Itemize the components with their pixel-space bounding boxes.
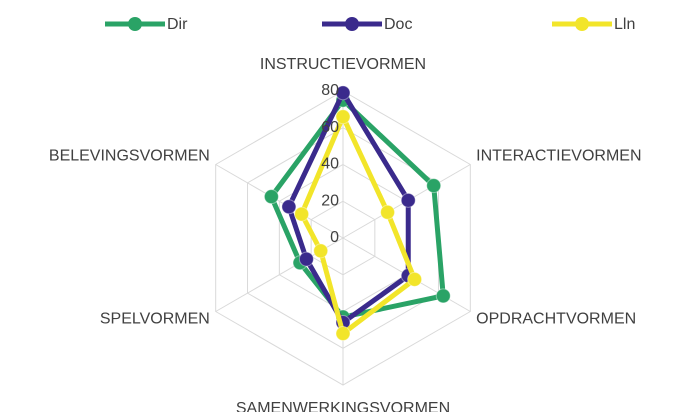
data-point (313, 243, 329, 259)
category-label: SPELVORMEN (100, 311, 210, 328)
data-point (263, 189, 279, 205)
category-label: SAMENWERKINGSVORMEN (236, 400, 450, 412)
legend-marker (128, 17, 142, 31)
legend-label: Doc (384, 16, 412, 33)
y-tick-label: 60 (321, 119, 339, 136)
data-point (294, 206, 310, 222)
y-tick-label: 20 (321, 192, 339, 209)
data-point (335, 109, 351, 125)
legend-marker (575, 17, 589, 31)
data-point (335, 85, 351, 101)
data-point (426, 178, 442, 194)
legend-label: Lln (614, 16, 635, 33)
data-point (400, 192, 416, 208)
category-label: INSTRUCTIEVORMEN (260, 56, 426, 73)
legend-label: Dir (167, 16, 188, 33)
y-tick-label: 40 (321, 156, 339, 173)
data-point (435, 288, 451, 304)
data-point (281, 199, 297, 215)
axis-line (215, 164, 344, 239)
category-label: OPDRACHTVORMEN (476, 311, 636, 328)
y-tick-label: 0 (330, 229, 339, 246)
legend-marker (345, 17, 359, 31)
y-tick-label: 80 (321, 82, 339, 99)
data-point (335, 326, 351, 342)
data-point (298, 251, 314, 267)
data-point (380, 204, 396, 220)
category-label: BELEVINGSVORMEN (49, 148, 210, 165)
category-label: INTERACTIEVORMEN (476, 148, 641, 165)
data-point (407, 271, 423, 287)
